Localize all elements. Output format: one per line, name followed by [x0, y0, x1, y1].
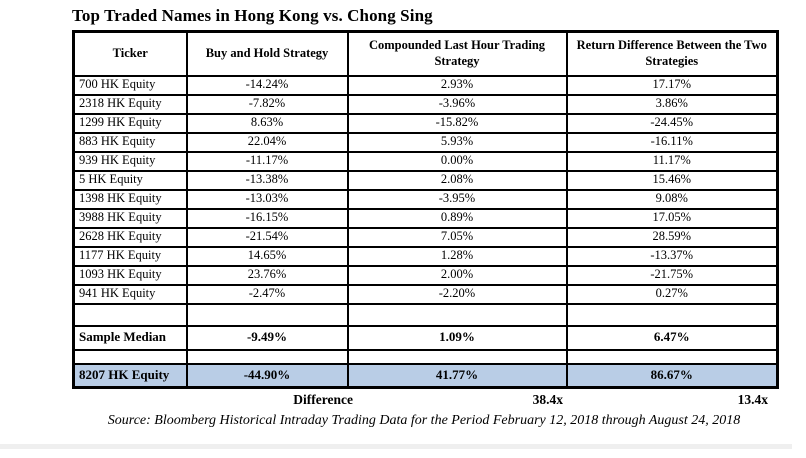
spacer2-row — [72, 348, 779, 365]
table-row: 3988 HK Equity -16.15% 0.89% 17.05% — [72, 207, 779, 229]
value-cell: 0.00% — [346, 150, 568, 172]
value-cell: 3.86% — [565, 93, 779, 115]
source-citation: Source: Bloomberg Historical Intraday Tr… — [107, 413, 741, 428]
value-cell: -2.47% — [185, 283, 349, 305]
value-cell: -9.49% — [185, 324, 349, 351]
value-cell: 17.17% — [565, 74, 779, 96]
table-row: 1093 HK Equity 23.76% 2.00% -21.75% — [72, 264, 779, 286]
value-cell: 14.65% — [185, 245, 349, 267]
value-cell: -15.82% — [346, 112, 568, 134]
difference-compounded-multiple: 38.4x — [532, 392, 563, 407]
value-cell: 15.46% — [565, 169, 779, 191]
value-cell: -44.90% — [185, 362, 349, 389]
value-cell: 1.09% — [346, 324, 568, 351]
header-compounded-last-hour: Compounded Last Hour Trading Strategy — [346, 30, 568, 77]
value-cell: 2.93% — [346, 74, 568, 96]
header-ticker: Ticker — [72, 30, 188, 77]
value-cell: -3.95% — [346, 188, 568, 210]
value-cell: -14.24% — [185, 74, 349, 96]
ticker-cell: 1177 HK Equity — [72, 245, 188, 267]
table-row: 941 HK Equity -2.47% -2.20% 0.27% — [72, 283, 779, 305]
table-row: 1177 HK Equity 14.65% 1.28% -13.37% — [72, 245, 779, 267]
table-row: 2628 HK Equity -21.54% 7.05% 28.59% — [72, 226, 779, 248]
ticker-cell: 2628 HK Equity — [72, 226, 188, 248]
ticker-cell: 5 HK Equity — [72, 169, 188, 191]
value-cell: -3.96% — [346, 93, 568, 115]
value-cell — [346, 302, 568, 327]
ticker-cell — [72, 348, 188, 365]
value-cell: 8.63% — [185, 112, 349, 134]
difference-row: Difference 38.4x 13.4x — [72, 392, 776, 408]
ticker-cell: 1093 HK Equity — [72, 264, 188, 286]
ticker-cell: 883 HK Equity — [72, 131, 188, 153]
value-cell: -13.37% — [565, 245, 779, 267]
value-cell: 11.17% — [565, 150, 779, 172]
value-cell — [565, 348, 779, 365]
value-cell — [185, 348, 349, 365]
value-cell — [185, 302, 349, 327]
value-cell: 1.28% — [346, 245, 568, 267]
value-cell: 86.67% — [565, 362, 779, 389]
table-header: Ticker Buy and Hold Strategy Compounded … — [72, 30, 779, 77]
table-row: 1299 HK Equity 8.63% -15.82% -24.45% — [72, 112, 779, 134]
ticker-cell: 2318 HK Equity — [72, 93, 188, 115]
table-row: 5 HK Equity -13.38% 2.08% 15.46% — [72, 169, 779, 191]
spacer-row — [72, 302, 779, 327]
value-cell: 28.59% — [565, 226, 779, 248]
value-cell: 9.08% — [565, 188, 779, 210]
value-cell: 0.27% — [565, 283, 779, 305]
table-row: 1398 HK Equity -13.03% -3.95% 9.08% — [72, 188, 779, 210]
ticker-cell: 3988 HK Equity — [72, 207, 188, 229]
value-cell: 5.93% — [346, 131, 568, 153]
table-title: Top Traded Names in Hong Kong vs. Chong … — [72, 6, 433, 25]
table-row: 939 HK Equity -11.17% 0.00% 11.17% — [72, 150, 779, 172]
header-return-difference: Return Difference Between the Two Strate… — [565, 30, 779, 77]
value-cell: -24.45% — [565, 112, 779, 134]
value-cell: -16.15% — [185, 207, 349, 229]
value-cell: -21.54% — [185, 226, 349, 248]
header-row: Ticker Buy and Hold Strategy Compounded … — [72, 30, 779, 77]
ticker-cell: 700 HK Equity — [72, 74, 188, 96]
value-cell: 2.00% — [346, 264, 568, 286]
value-cell: 0.89% — [346, 207, 568, 229]
document-page: Top Traded Names in Hong Kong vs. Chong … — [72, 6, 779, 429]
value-cell: 22.04% — [185, 131, 349, 153]
difference-label: Difference — [293, 392, 353, 407]
median-row: Sample Median -9.49% 1.09% 6.47% — [72, 324, 779, 351]
ticker-cell: 941 HK Equity — [72, 283, 188, 305]
value-cell: -7.82% — [185, 93, 349, 115]
value-cell — [346, 348, 568, 365]
header-buy-and-hold: Buy and Hold Strategy — [185, 30, 349, 77]
highlight-row: 8207 HK Equity -44.90% 41.77% 86.67% — [72, 362, 779, 389]
ticker-cell: 8207 HK Equity — [72, 362, 188, 389]
table-row: 883 HK Equity 22.04% 5.93% -16.11% — [72, 131, 779, 153]
ticker-cell: 939 HK Equity — [72, 150, 188, 172]
value-cell: 7.05% — [346, 226, 568, 248]
value-cell: 41.77% — [346, 362, 568, 389]
ticker-cell: Sample Median — [72, 324, 188, 351]
value-cell: -11.17% — [185, 150, 349, 172]
value-cell: 17.05% — [565, 207, 779, 229]
ticker-cell: 1299 HK Equity — [72, 112, 188, 134]
page-edge-artifact — [0, 444, 792, 449]
value-cell: 23.76% — [185, 264, 349, 286]
table-row: 700 HK Equity -14.24% 2.93% 17.17% — [72, 74, 779, 96]
difference-return-multiple: 13.4x — [737, 392, 768, 407]
strategies-table: Ticker Buy and Hold Strategy Compounded … — [72, 30, 779, 389]
table-body: 700 HK Equity -14.24% 2.93% 17.17% 2318 HK E… — [72, 74, 779, 389]
value-cell: -13.38% — [185, 169, 349, 191]
value-cell: -13.03% — [185, 188, 349, 210]
ticker-cell: 1398 HK Equity — [72, 188, 188, 210]
value-cell: -16.11% — [565, 131, 779, 153]
value-cell — [565, 302, 779, 327]
ticker-cell — [72, 302, 188, 327]
table-row: 2318 HK Equity -7.82% -3.96% 3.86% — [72, 93, 779, 115]
value-cell: -21.75% — [565, 264, 779, 286]
value-cell: 2.08% — [346, 169, 568, 191]
value-cell: 6.47% — [565, 324, 779, 351]
value-cell: -2.20% — [346, 283, 568, 305]
